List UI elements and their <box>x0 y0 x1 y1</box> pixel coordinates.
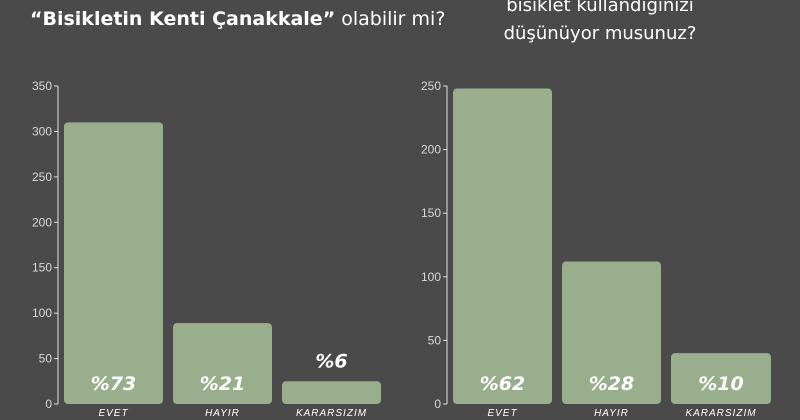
data-label: %28 <box>589 373 634 395</box>
left-title-rest: olabilir mi? <box>341 8 446 30</box>
data-label: %10 <box>698 373 743 395</box>
category-label: HAYIR <box>205 408 240 419</box>
data-label: %73 <box>91 373 136 395</box>
y-tick-label: 100 <box>421 270 441 284</box>
y-tick-label: 200 <box>32 215 52 229</box>
left-title-quote: “Bisikletin Kenti Çanakkale” <box>30 8 336 30</box>
data-label: %21 <box>200 373 245 395</box>
bar-hayir <box>562 261 661 404</box>
category-label: EVET <box>487 408 517 419</box>
bar-hayir <box>173 323 272 404</box>
y-tick-label: 0 <box>434 397 441 411</box>
y-tick-label: 0 <box>45 397 52 411</box>
category-label: KARARSIZIM <box>685 408 756 419</box>
bar-evet <box>64 122 163 404</box>
left-bar-chart: 0 50 100 150 200 250 300 350 EVET %73 HAYIR %21 KARA… <box>32 79 381 419</box>
y-tick-label: 350 <box>32 79 52 93</box>
y-tick-label: 150 <box>32 261 52 275</box>
category-label: HAYIR <box>594 408 629 419</box>
category-label: EVET <box>98 408 128 419</box>
y-tick-label: 300 <box>32 124 52 138</box>
y-tick-label: 200 <box>421 143 441 157</box>
bar-kararsizim <box>671 353 771 404</box>
data-label: %6 <box>315 350 347 372</box>
right-chart-title: bisiklet kullandığınızı düşünüyor musunu… <box>470 0 730 48</box>
y-tick-label: 250 <box>421 79 441 93</box>
y-tick-label: 250 <box>32 170 52 184</box>
data-label: %62 <box>480 373 525 395</box>
bar-evet <box>453 88 552 404</box>
category-label: KARARSIZIM <box>296 408 367 419</box>
y-tick-label: 100 <box>32 306 52 320</box>
y-tick-label: 150 <box>421 206 441 220</box>
left-chart-title: “Bisikletin Kenti Çanakkale” olabilir mi… <box>30 5 445 33</box>
right-bar-chart: 0 50 100 150 200 250 EVET %62 HAYIR %28 KARARSIZIM… <box>421 79 771 419</box>
y-tick-label: 50 <box>39 352 53 366</box>
right-title-line-2: düşünüyor musunuz? <box>503 23 697 44</box>
right-title-line-1: bisiklet kullandığınızı <box>506 0 694 16</box>
bar-kararsizim <box>282 381 381 404</box>
y-tick-label: 50 <box>428 333 442 347</box>
